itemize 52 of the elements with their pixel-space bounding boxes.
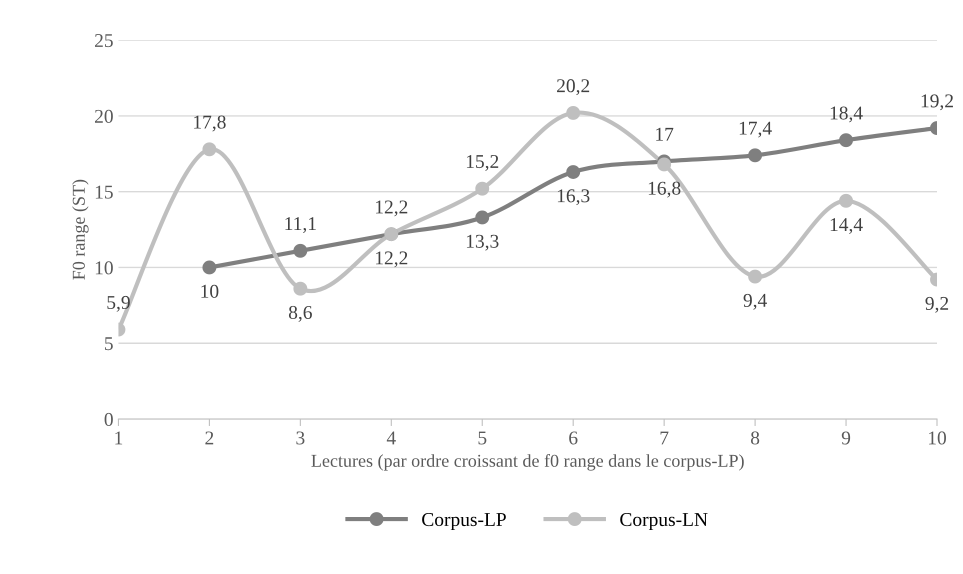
x-tick-label: 3	[296, 431, 304, 445]
y-tick-label: 0	[104, 412, 113, 426]
point	[475, 182, 490, 196]
point	[293, 244, 308, 258]
point	[293, 282, 308, 296]
point	[202, 142, 216, 156]
data-label: 12,2	[376, 251, 408, 268]
data-label: 12,2	[376, 200, 408, 216]
data-label: 10	[201, 284, 218, 298]
data-label: 16,8	[648, 182, 680, 198]
data-label: 17,8	[194, 116, 226, 132]
point	[475, 210, 490, 224]
y-axis-title: F0 range (ST)	[72, 180, 89, 280]
point	[657, 157, 672, 172]
data-label: 15,2	[466, 155, 498, 171]
x-tick-label: 4	[386, 432, 396, 444]
point	[202, 260, 216, 274]
x-tick-label: 7	[660, 432, 668, 444]
data-label: 14,4	[830, 218, 863, 234]
point	[748, 148, 762, 162]
data-label: 5,9	[107, 296, 130, 312]
data-label: 11,1	[285, 217, 316, 233]
data-label: 17,4	[740, 122, 772, 138]
legend-label: Corpus-LP	[422, 513, 506, 530]
point	[566, 165, 580, 179]
x-tick-label: 9	[842, 431, 850, 445]
x-tick-label: 8	[750, 431, 760, 445]
data-label: 9,4	[744, 294, 767, 310]
x-tick-label: 10	[928, 431, 946, 445]
x-axis-title: Lectures (par ordre croissant de f0 range dans le corpus-LP)	[311, 454, 744, 471]
x-tick-label: 5	[478, 432, 486, 445]
y-tick-label: 20	[94, 110, 113, 123]
data-label: 13,3	[466, 234, 499, 251]
data-label: 19,2	[922, 94, 953, 110]
point	[839, 194, 853, 208]
point	[748, 270, 762, 284]
data-label: 9,2	[925, 296, 948, 313]
data-label: 20,2	[557, 79, 590, 96]
x-tick-label: 2	[205, 431, 214, 444]
x-tick-label: 1	[115, 431, 122, 444]
y-tick-label: 15	[96, 186, 113, 199]
point	[839, 133, 853, 148]
point	[566, 106, 580, 120]
y-tick-label: 25	[94, 34, 113, 48]
x-tick-label: 6	[569, 431, 578, 445]
y-tick-label: 5	[104, 337, 113, 350]
legend-label: Corpus-LN	[620, 513, 708, 530]
y-tick-label: 10	[96, 261, 113, 274]
data-label: 16,3	[558, 189, 590, 206]
data-label: 18,4	[830, 106, 863, 122]
data-label: 8,6	[288, 306, 312, 322]
data-label: 17	[656, 128, 674, 141]
